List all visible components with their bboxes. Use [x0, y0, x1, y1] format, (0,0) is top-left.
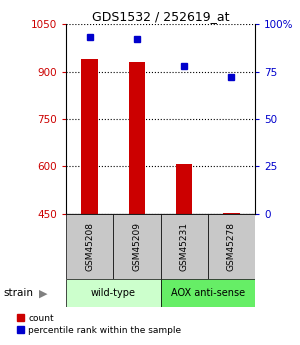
Bar [160, 279, 255, 307]
Bar [66, 279, 160, 307]
Text: AOX anti-sense: AOX anti-sense [171, 288, 245, 298]
Title: GDS1532 / 252619_at: GDS1532 / 252619_at [92, 10, 229, 23]
Text: ▶: ▶ [39, 288, 47, 298]
Text: GSM45231: GSM45231 [180, 222, 189, 271]
Bar [81, 59, 98, 214]
Bar [223, 213, 240, 214]
Text: strain: strain [3, 288, 33, 298]
Bar [66, 214, 113, 279]
Bar [129, 62, 145, 214]
Text: GSM45278: GSM45278 [227, 222, 236, 271]
Bar [208, 214, 255, 279]
Bar [160, 214, 208, 279]
Bar [113, 214, 160, 279]
Text: GSM45208: GSM45208 [85, 222, 94, 271]
Bar [176, 164, 192, 214]
Text: wild-type: wild-type [91, 288, 136, 298]
Text: GSM45209: GSM45209 [132, 222, 141, 271]
Legend: count, percentile rank within the sample: count, percentile rank within the sample [16, 314, 181, 335]
